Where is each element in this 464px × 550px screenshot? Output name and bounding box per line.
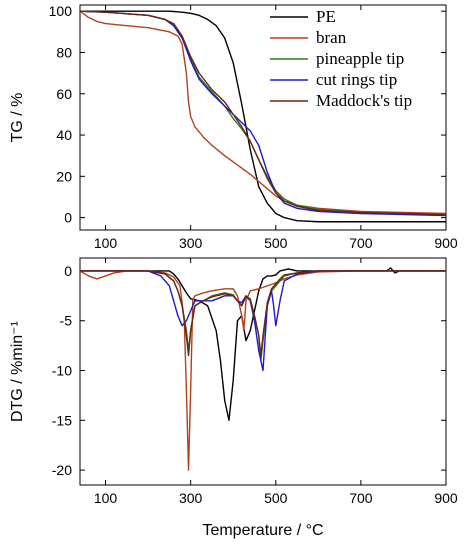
y-tick-label: 0 — [64, 263, 72, 279]
plot-frame — [79, 257, 447, 486]
series-line-pineapple-tip — [80, 270, 446, 362]
legend-label: bran — [316, 28, 347, 47]
y-tick-label: 100 — [49, 3, 73, 19]
y-tick-label: -10 — [52, 363, 72, 379]
y-tick-label: -5 — [60, 313, 73, 329]
x-axis-title: Temperature / °C — [202, 522, 323, 539]
tg-panel: 100 300 500 700 900 0 20 40 60 80 100 TG / % PE bran p… — [9, 3, 458, 251]
y-tick-label: 60 — [56, 86, 72, 102]
x-tick-label: 700 — [349, 235, 373, 251]
series-line-bran — [80, 10, 446, 215]
series-line-maddock-s-tip — [80, 270, 446, 357]
y-tick-label: -15 — [52, 412, 72, 428]
x-tick-label: 100 — [94, 235, 118, 251]
series-line-cut-rings-tip — [80, 10, 446, 217]
legend-label: cut rings tip — [316, 70, 397, 89]
x-tick-label: 100 — [94, 490, 118, 506]
dtg-panel: 100 300 500 700 900 0 -5 -10 -15 -20 DTG / %min⁻¹ T… — [9, 257, 458, 539]
series-line-maddock-s-tip — [80, 10, 446, 216]
legend-label: Maddock's tip — [316, 91, 412, 110]
x-tick-label: 300 — [179, 235, 203, 251]
series-line-cut-rings-tip — [80, 270, 446, 372]
y-axis-title: TG / % — [9, 93, 26, 143]
series-line-pineapple-tip — [80, 10, 446, 216]
y-tick-label: 80 — [56, 44, 72, 60]
x-tick-label: 500 — [264, 235, 288, 251]
y-axis-title: DTG / %min⁻¹ — [9, 321, 26, 422]
legend-label: pineapple tip — [316, 49, 404, 68]
x-tick-label: 700 — [349, 490, 373, 506]
series-line-pe — [80, 10, 446, 223]
plot-frame — [79, 4, 447, 231]
x-tick-label: 500 — [264, 490, 288, 506]
y-tick-label: 20 — [56, 168, 72, 184]
legend-label: PE — [316, 7, 336, 26]
x-tick-label: 900 — [434, 490, 458, 506]
x-tick-label: 300 — [179, 490, 203, 506]
y-tick-label: -20 — [52, 462, 72, 478]
y-tick-label: 40 — [56, 127, 72, 143]
x-tick-label: 900 — [434, 235, 458, 251]
y-tick-label: 0 — [64, 210, 72, 226]
